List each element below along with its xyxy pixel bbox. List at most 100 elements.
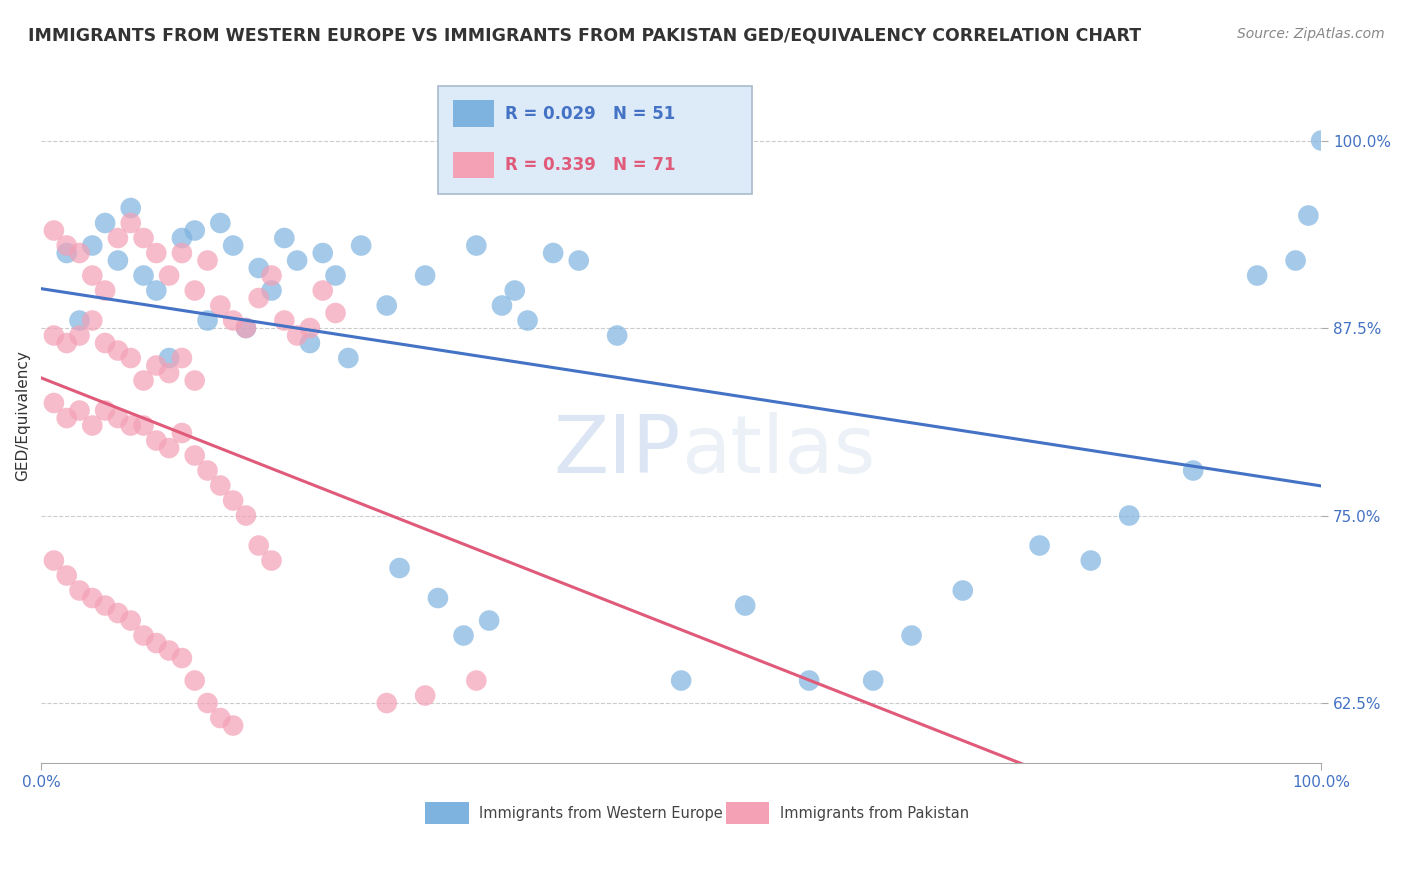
Point [132,231,155,245]
Point [145,636,167,650]
Point [235,321,257,335]
Point [516,313,538,327]
Point [82,268,104,283]
Text: atlas: atlas [681,411,876,490]
Point [247,539,270,553]
Point [42,223,65,237]
Point [107,253,129,268]
Point [120,351,142,365]
FancyBboxPatch shape [453,101,495,127]
Text: Source: ZipAtlas.com: Source: ZipAtlas.com [1237,27,1385,41]
Point [285,328,308,343]
Point [82,238,104,252]
Point [55,411,77,425]
Point [120,418,142,433]
Point [183,284,205,298]
Point [170,425,193,440]
Text: Immigrants from Western Europe: Immigrants from Western Europe [479,805,723,821]
Text: R = 0.029   N = 51: R = 0.029 N = 51 [505,104,675,123]
Point [606,328,628,343]
FancyBboxPatch shape [437,86,752,194]
Point [145,434,167,448]
Point [82,591,104,605]
Text: IMMIGRANTS FROM WESTERN EUROPE VS IMMIGRANTS FROM PAKISTAN GED/EQUIVALENCY CORRE: IMMIGRANTS FROM WESTERN EUROPE VS IMMIGR… [28,27,1142,45]
Point [132,628,155,642]
Point [568,253,591,268]
Point [465,238,488,252]
Point [42,328,65,343]
Point [42,553,65,567]
Point [260,284,283,298]
Point [862,673,884,688]
Point [222,313,245,327]
Point [669,673,692,688]
Point [132,268,155,283]
FancyBboxPatch shape [725,802,769,824]
Point [1310,134,1333,148]
Point [952,583,974,598]
Point [209,478,232,492]
Point [1246,268,1268,283]
Point [312,246,335,260]
Point [157,441,180,455]
Point [222,718,245,732]
Point [69,246,91,260]
Point [107,606,129,620]
Point [388,561,411,575]
Point [69,583,91,598]
Point [325,268,347,283]
Point [157,351,180,365]
Point [491,299,513,313]
Point [157,643,180,657]
Point [107,343,129,358]
Point [465,673,488,688]
Point [69,328,91,343]
Point [273,313,295,327]
Point [197,253,219,268]
Point [325,306,347,320]
Y-axis label: GED/Equivalency: GED/Equivalency [15,351,30,481]
FancyBboxPatch shape [425,802,468,824]
Point [69,313,91,327]
Point [94,336,117,351]
Point [375,696,398,710]
Point [170,246,193,260]
Point [170,651,193,665]
Point [145,246,167,260]
Point [94,403,117,417]
Point [55,238,77,252]
Point [157,268,180,283]
Point [1284,253,1306,268]
Point [222,238,245,252]
FancyBboxPatch shape [453,152,495,178]
Point [183,374,205,388]
Text: R = 0.339   N = 71: R = 0.339 N = 71 [505,156,675,174]
Point [197,464,219,478]
Point [235,321,257,335]
Point [120,216,142,230]
Point [375,299,398,313]
Point [145,359,167,373]
Point [1182,464,1205,478]
Point [1028,539,1050,553]
Point [209,216,232,230]
Point [426,591,449,605]
Point [312,284,335,298]
Point [298,321,321,335]
Point [900,628,922,642]
Point [94,599,117,613]
Text: ZIP: ZIP [554,411,681,490]
Point [82,418,104,433]
Point [273,231,295,245]
Point [413,268,436,283]
Point [285,253,308,268]
Point [350,238,373,252]
Point [183,223,205,237]
Point [247,291,270,305]
Text: Immigrants from Pakistan: Immigrants from Pakistan [780,805,969,821]
Point [170,231,193,245]
Point [209,711,232,725]
Point [183,673,205,688]
Point [337,351,360,365]
Point [69,403,91,417]
